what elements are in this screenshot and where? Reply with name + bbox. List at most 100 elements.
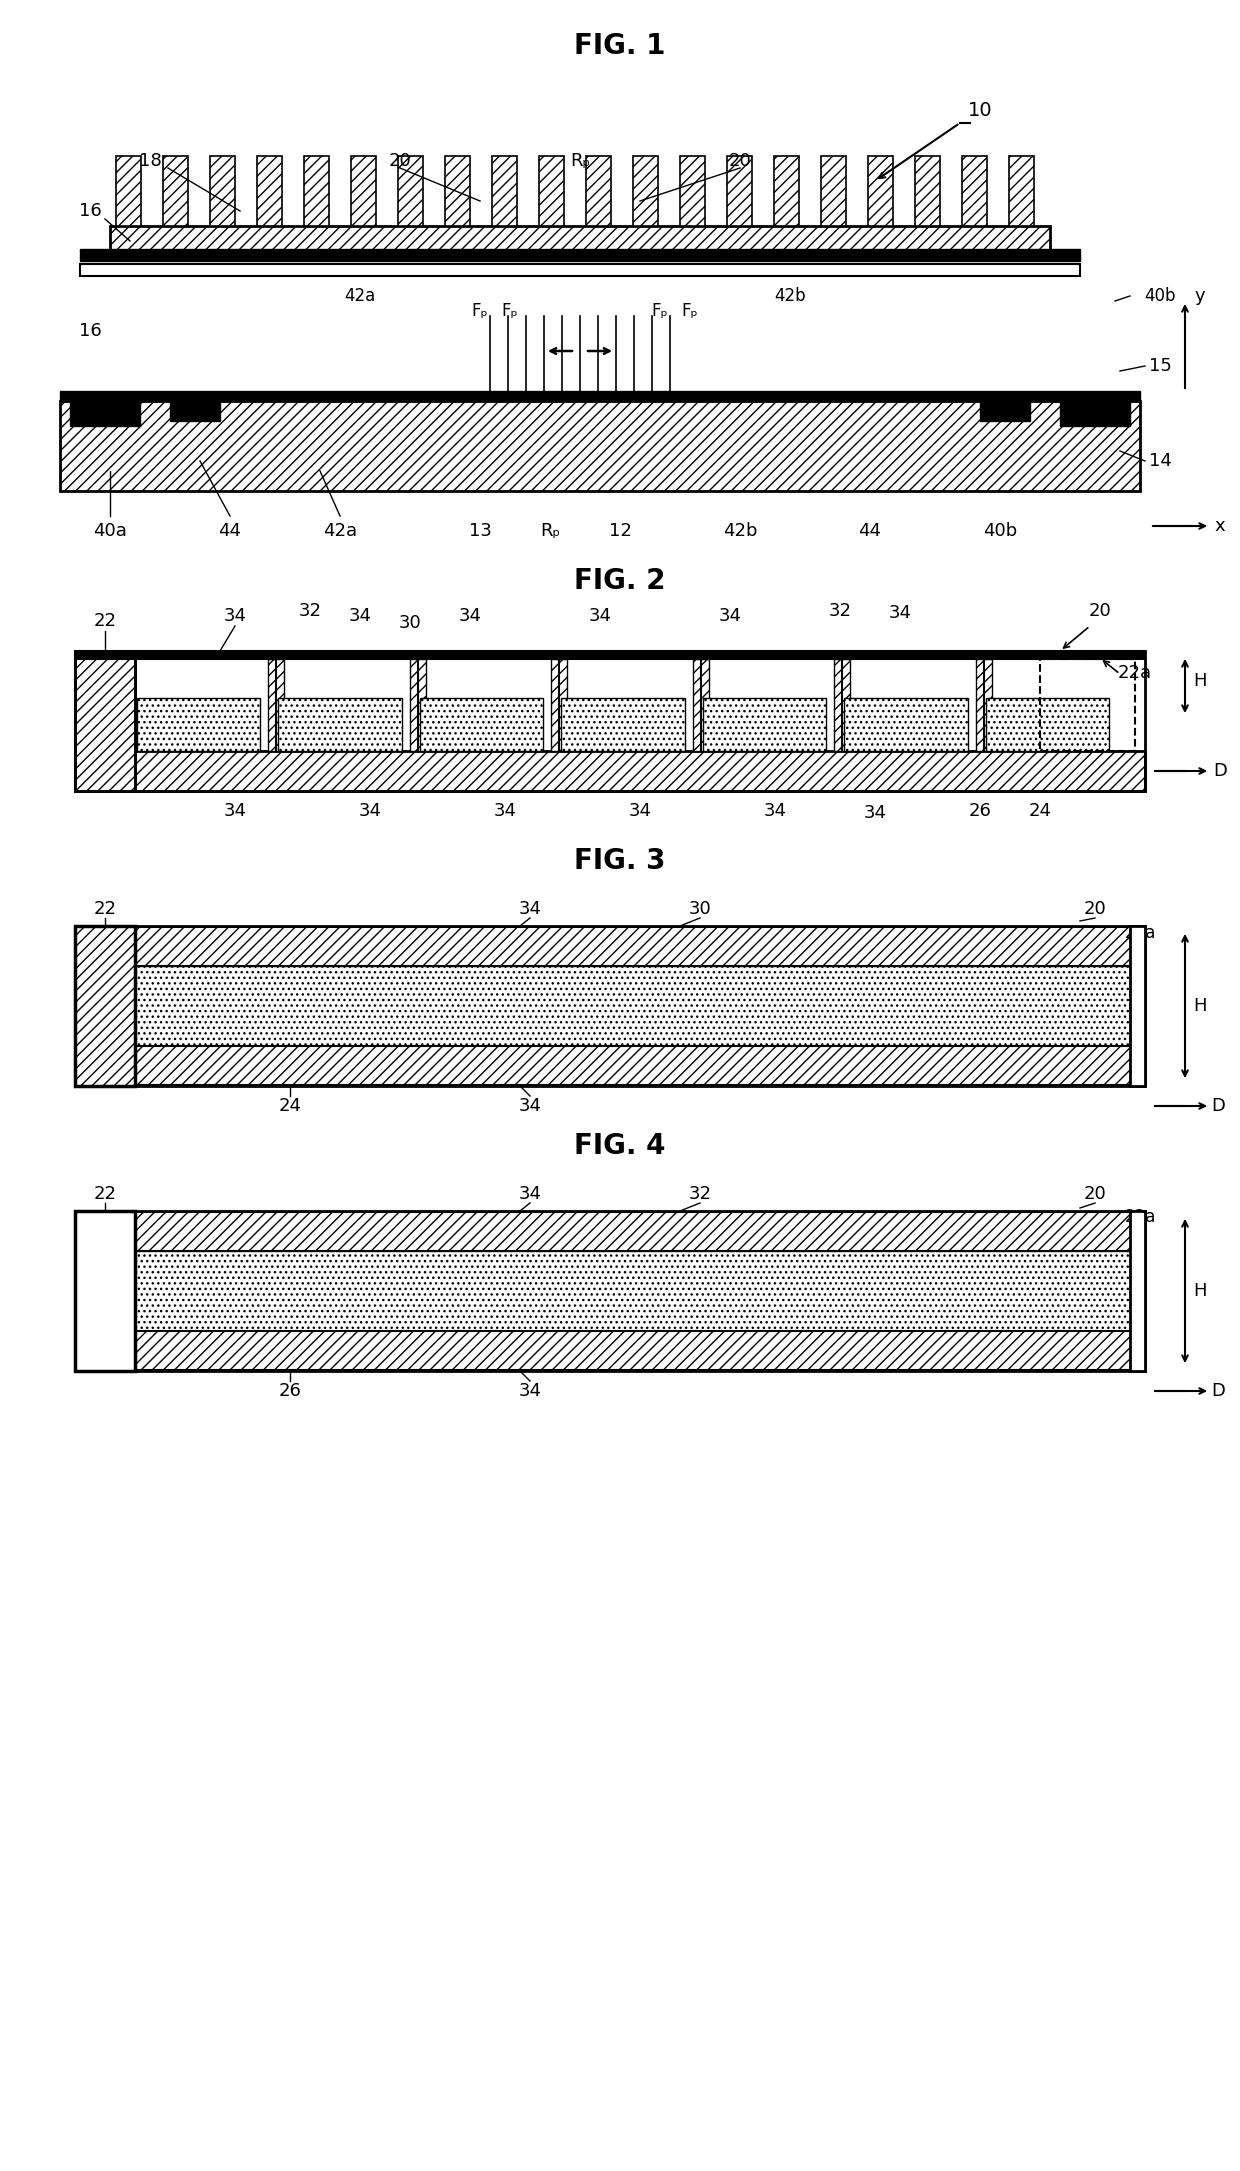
Text: 44: 44 bbox=[218, 521, 242, 541]
Text: H: H bbox=[1193, 673, 1207, 690]
Bar bbox=[74, 751, 1145, 790]
Text: H: H bbox=[1193, 1283, 1207, 1300]
Bar bbox=[680, 156, 706, 226]
Bar bbox=[351, 156, 377, 226]
Bar bbox=[1008, 156, 1034, 226]
Bar bbox=[420, 699, 543, 751]
Text: x: x bbox=[1215, 517, 1225, 534]
Text: D: D bbox=[1213, 762, 1226, 779]
Bar bbox=[774, 156, 800, 226]
Text: 34: 34 bbox=[518, 901, 542, 918]
Text: H: H bbox=[1193, 996, 1207, 1016]
Text: FIG. 3: FIG. 3 bbox=[574, 847, 666, 875]
Bar bbox=[304, 156, 330, 226]
Text: y: y bbox=[1194, 287, 1205, 304]
Text: 22: 22 bbox=[93, 1185, 117, 1203]
Text: FIG. 1: FIG. 1 bbox=[574, 33, 666, 61]
Text: 20: 20 bbox=[1089, 601, 1111, 621]
Bar bbox=[81, 250, 1080, 261]
Bar bbox=[74, 651, 1145, 790]
Text: 13: 13 bbox=[469, 521, 491, 541]
Bar bbox=[76, 1046, 1145, 1086]
Text: 42b: 42b bbox=[774, 287, 806, 304]
Text: 22: 22 bbox=[93, 612, 117, 630]
Bar bbox=[835, 660, 851, 751]
Bar bbox=[74, 651, 135, 790]
Bar bbox=[76, 1211, 1145, 1250]
Text: 34: 34 bbox=[764, 801, 786, 821]
Bar bbox=[821, 156, 847, 226]
Text: 40b: 40b bbox=[1145, 287, 1176, 304]
Text: FIG. 2: FIG. 2 bbox=[574, 567, 666, 595]
Bar bbox=[980, 402, 1030, 421]
Text: 24: 24 bbox=[1028, 801, 1052, 821]
Text: Fₚ: Fₚ bbox=[682, 302, 698, 319]
Text: 40b: 40b bbox=[983, 521, 1017, 541]
Text: 30: 30 bbox=[688, 901, 712, 918]
Text: Rₚ: Rₚ bbox=[539, 521, 560, 541]
Bar bbox=[74, 1211, 135, 1372]
Bar bbox=[81, 265, 1080, 276]
Bar bbox=[60, 391, 1140, 402]
Bar bbox=[74, 927, 135, 1086]
Bar bbox=[136, 699, 260, 751]
Bar bbox=[268, 660, 284, 751]
Bar bbox=[76, 1331, 1145, 1370]
Bar bbox=[632, 156, 658, 226]
Bar bbox=[962, 156, 987, 226]
Text: Fₚ: Fₚ bbox=[652, 302, 668, 319]
Bar bbox=[538, 156, 564, 226]
Bar bbox=[69, 402, 140, 426]
Text: 34: 34 bbox=[889, 604, 911, 623]
Bar bbox=[257, 156, 283, 226]
Text: 42a: 42a bbox=[322, 521, 357, 541]
Bar bbox=[410, 660, 425, 751]
Text: 20: 20 bbox=[1084, 901, 1106, 918]
Text: 20: 20 bbox=[1084, 1185, 1106, 1203]
Bar bbox=[398, 156, 424, 226]
Text: 34: 34 bbox=[589, 608, 611, 625]
Text: 20: 20 bbox=[729, 152, 751, 169]
Bar bbox=[1060, 402, 1130, 426]
Text: Fₚ: Fₚ bbox=[471, 302, 489, 319]
Text: 42a: 42a bbox=[345, 287, 376, 304]
Text: 12: 12 bbox=[609, 521, 631, 541]
Text: 44: 44 bbox=[858, 521, 882, 541]
Text: 34: 34 bbox=[518, 1096, 542, 1116]
Bar bbox=[986, 699, 1109, 751]
Text: 32: 32 bbox=[828, 601, 852, 621]
Text: 26: 26 bbox=[968, 801, 992, 821]
Text: 34: 34 bbox=[223, 801, 247, 821]
Bar bbox=[210, 156, 236, 226]
Bar bbox=[170, 402, 219, 421]
Text: Rₚ: Rₚ bbox=[570, 152, 590, 169]
Text: 16: 16 bbox=[78, 202, 102, 219]
Text: D: D bbox=[1211, 1383, 1225, 1400]
Text: 42b: 42b bbox=[723, 521, 758, 541]
Bar bbox=[60, 402, 1140, 491]
Text: FIG. 4: FIG. 4 bbox=[574, 1131, 666, 1159]
Text: 34: 34 bbox=[518, 1185, 542, 1203]
Bar bbox=[279, 699, 402, 751]
Text: 20: 20 bbox=[388, 152, 412, 169]
Bar bbox=[115, 156, 141, 226]
Text: 34: 34 bbox=[518, 1383, 542, 1400]
Bar bbox=[491, 156, 517, 226]
Bar bbox=[74, 927, 1145, 1086]
Bar bbox=[445, 156, 470, 226]
Text: 22: 22 bbox=[93, 901, 117, 918]
Text: 18: 18 bbox=[139, 152, 161, 169]
Bar bbox=[74, 1211, 1145, 1372]
Text: 22a: 22a bbox=[1125, 925, 1156, 942]
Bar bbox=[162, 156, 188, 226]
Text: 34: 34 bbox=[223, 608, 247, 625]
Text: 26: 26 bbox=[279, 1383, 301, 1400]
Text: Fₚ: Fₚ bbox=[502, 302, 518, 319]
Bar bbox=[76, 927, 1145, 966]
Text: 34: 34 bbox=[863, 803, 887, 823]
Bar bbox=[74, 651, 135, 790]
Text: 30: 30 bbox=[398, 614, 422, 632]
Bar bbox=[727, 156, 753, 226]
Bar bbox=[844, 699, 967, 751]
Text: 32: 32 bbox=[299, 601, 321, 621]
